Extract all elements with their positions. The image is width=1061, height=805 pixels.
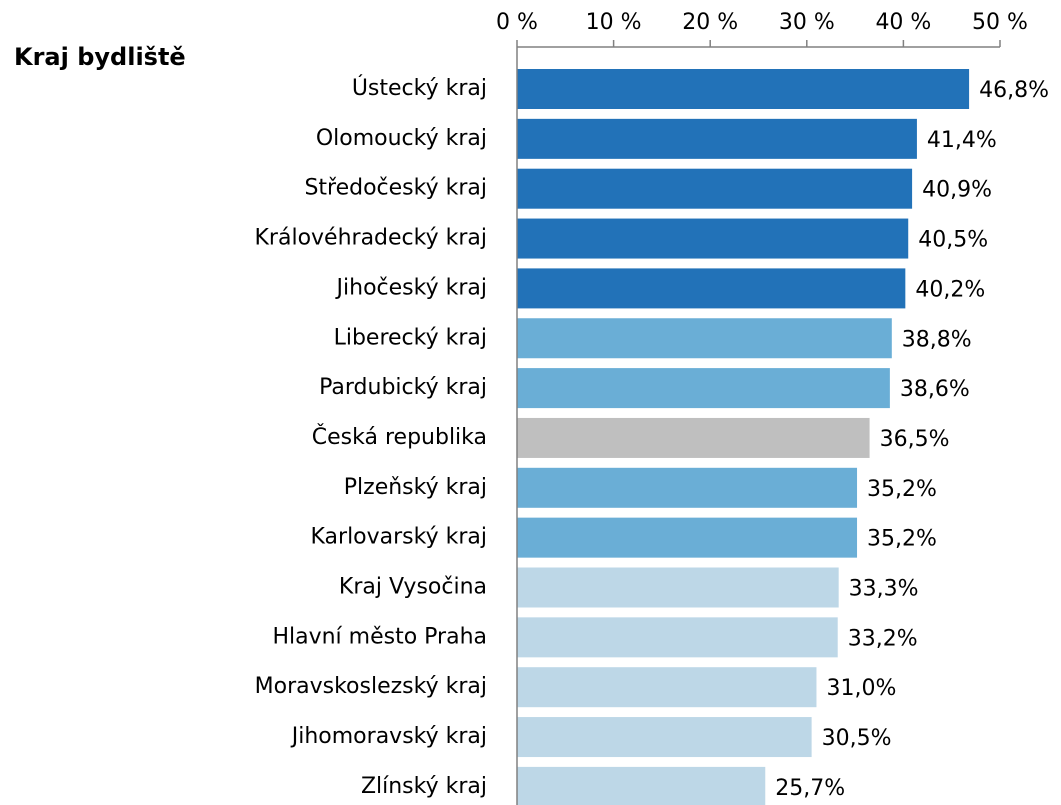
value-label: 25,7%: [775, 776, 845, 801]
value-label: 40,9%: [922, 178, 992, 203]
bar: [517, 667, 817, 708]
category-label: Olomoucký kraj: [316, 126, 487, 151]
value-label: 40,2%: [915, 277, 985, 302]
value-label: 30,5%: [822, 726, 892, 751]
value-label: 41,4%: [927, 128, 997, 153]
value-label: 46,8%: [979, 78, 1049, 103]
value-label: 36,5%: [880, 427, 950, 452]
category-label: Středočeský kraj: [304, 176, 487, 201]
value-label: 33,3%: [849, 577, 919, 602]
bar: [517, 617, 838, 658]
bar: [517, 318, 892, 359]
bar: [517, 467, 858, 508]
bar: [517, 118, 917, 159]
bar: [517, 567, 839, 608]
x-tick-label: 30 %: [779, 10, 835, 35]
category-label: Česká republika: [312, 424, 487, 450]
category-label: Hlavní město Praha: [272, 624, 487, 649]
value-label: 40,5%: [918, 228, 988, 253]
x-tick-label: 40 %: [875, 10, 931, 35]
value-label: 38,6%: [900, 377, 970, 402]
category-label: Ústecký kraj: [352, 75, 487, 101]
bar: [517, 168, 913, 209]
bar: [517, 517, 858, 558]
bar: [517, 766, 766, 805]
bar: [517, 717, 812, 758]
value-label: 38,8%: [902, 327, 972, 352]
value-label: 35,2%: [867, 527, 937, 552]
x-tick-label: 0 %: [496, 10, 538, 35]
category-label: Královéhradecký kraj: [255, 226, 488, 251]
x-tick-label: 20 %: [682, 10, 738, 35]
bar: [517, 368, 890, 409]
value-label: 33,2%: [848, 626, 918, 651]
x-tick-label: 50 %: [972, 10, 1028, 35]
bar: [517, 69, 970, 109]
category-label: Plzeňský kraj: [344, 475, 487, 500]
bar: [517, 417, 870, 458]
category-label: Zlínský kraj: [361, 774, 487, 799]
bar: [517, 268, 906, 309]
chart-title: Kraj bydliště: [14, 43, 186, 71]
x-tick-label: 10 %: [586, 10, 642, 35]
category-label: Jihočeský kraj: [335, 275, 487, 300]
bar: [517, 218, 909, 259]
category-label: Kraj Vysočina: [339, 575, 487, 600]
category-label: Moravskoslezský kraj: [255, 674, 487, 699]
category-label: Liberecký kraj: [334, 325, 487, 350]
value-label: 35,2%: [867, 477, 937, 502]
category-label: Pardubický kraj: [319, 375, 487, 400]
value-label: 31,0%: [826, 676, 896, 701]
category-label: Karlovarský kraj: [311, 525, 488, 550]
category-label: Jihomoravský kraj: [290, 724, 487, 749]
